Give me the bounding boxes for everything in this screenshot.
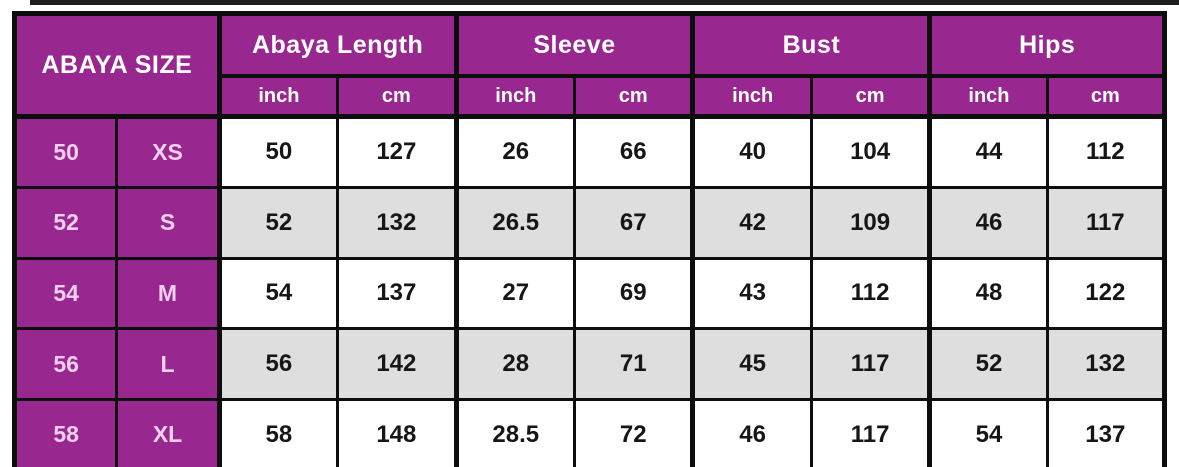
data-cell: 142 <box>336 327 458 402</box>
data-cell: 66 <box>572 114 695 189</box>
data-cell: 42 <box>690 185 813 260</box>
size-number-cell: 54 <box>12 256 119 331</box>
data-cell: 71 <box>572 327 695 402</box>
unit-header-length-cm: cm <box>336 74 458 118</box>
data-cell: 54 <box>216 256 340 331</box>
group-header-sleeve: Sleeve <box>453 12 695 78</box>
data-cell: 52 <box>927 327 1049 402</box>
size-number-cell: 56 <box>12 327 119 402</box>
data-cell: 27 <box>453 256 577 331</box>
size-code-cell: M <box>115 256 221 331</box>
data-cell: 148 <box>336 398 458 467</box>
size-code-cell: XL <box>115 398 221 467</box>
size-number-cell: 50 <box>12 114 119 189</box>
size-code-cell: S <box>115 185 221 260</box>
group-header-bust: Bust <box>690 12 932 78</box>
data-cell: 117 <box>809 327 932 402</box>
data-cell: 44 <box>927 114 1049 189</box>
data-cell: 46 <box>927 185 1049 260</box>
unit-header-sleeve-inch: inch <box>453 74 577 118</box>
size-chart-container: ABAYA SIZE Abaya Length Sleeve Bust Hips… <box>12 11 1167 467</box>
data-cell: 109 <box>809 185 932 260</box>
data-cell: 112 <box>809 256 932 331</box>
data-cell: 127 <box>336 114 458 189</box>
unit-header-hips-cm: cm <box>1045 74 1167 118</box>
data-cell: 56 <box>216 327 340 402</box>
data-cell: 40 <box>690 114 813 189</box>
size-code-cell: XS <box>115 114 221 189</box>
data-cell: 26.5 <box>453 185 577 260</box>
data-cell: 26 <box>453 114 577 189</box>
data-cell: 54 <box>927 398 1049 467</box>
table-row-m: 54 M 54 137 27 69 43 112 48 122 <box>12 256 1167 331</box>
data-cell: 28 <box>453 327 577 402</box>
unit-header-hips-inch: inch <box>927 74 1049 118</box>
unit-header-bust-cm: cm <box>809 74 932 118</box>
data-cell: 117 <box>809 398 932 467</box>
unit-header-bust-inch: inch <box>690 74 813 118</box>
data-cell: 72 <box>572 398 695 467</box>
table-row-s: 52 S 52 132 26.5 67 42 109 46 117 <box>12 185 1167 260</box>
data-cell: 45 <box>690 327 813 402</box>
data-cell: 112 <box>1045 114 1167 189</box>
data-cell: 46 <box>690 398 813 467</box>
data-cell: 28.5 <box>453 398 577 467</box>
size-code-cell: L <box>115 327 221 402</box>
unit-header-length-inch: inch <box>216 74 340 118</box>
data-cell: 117 <box>1045 185 1167 260</box>
data-cell: 137 <box>336 256 458 331</box>
data-cell: 43 <box>690 256 813 331</box>
size-number-cell: 52 <box>12 185 119 260</box>
data-cell: 69 <box>572 256 695 331</box>
data-cell: 132 <box>1045 327 1167 402</box>
table-title-cell: ABAYA SIZE <box>13 12 221 118</box>
unit-header-sleeve-cm: cm <box>572 74 695 118</box>
top-edge-strip <box>30 0 1179 5</box>
data-cell: 132 <box>336 185 458 260</box>
table-row-xs: 50 XS 50 127 26 66 40 104 44 112 <box>12 114 1167 189</box>
data-cell: 137 <box>1045 398 1167 467</box>
table-row-xl: 58 XL 58 148 28.5 72 46 117 54 137 <box>12 398 1167 467</box>
data-cell: 52 <box>216 185 340 260</box>
group-header-hips: Hips <box>927 12 1166 78</box>
data-cell: 58 <box>216 398 340 467</box>
table-row-l: 56 L 56 142 28 71 45 117 52 132 <box>12 327 1167 402</box>
data-cell: 67 <box>572 185 695 260</box>
data-cell: 48 <box>927 256 1049 331</box>
size-number-cell: 58 <box>12 398 119 467</box>
abaya-size-table: ABAYA SIZE Abaya Length Sleeve Bust Hips… <box>12 11 1167 467</box>
group-header-abaya-length: Abaya Length <box>216 12 458 78</box>
data-cell: 122 <box>1045 256 1167 331</box>
data-cell: 104 <box>809 114 932 189</box>
data-cell: 50 <box>216 114 340 189</box>
